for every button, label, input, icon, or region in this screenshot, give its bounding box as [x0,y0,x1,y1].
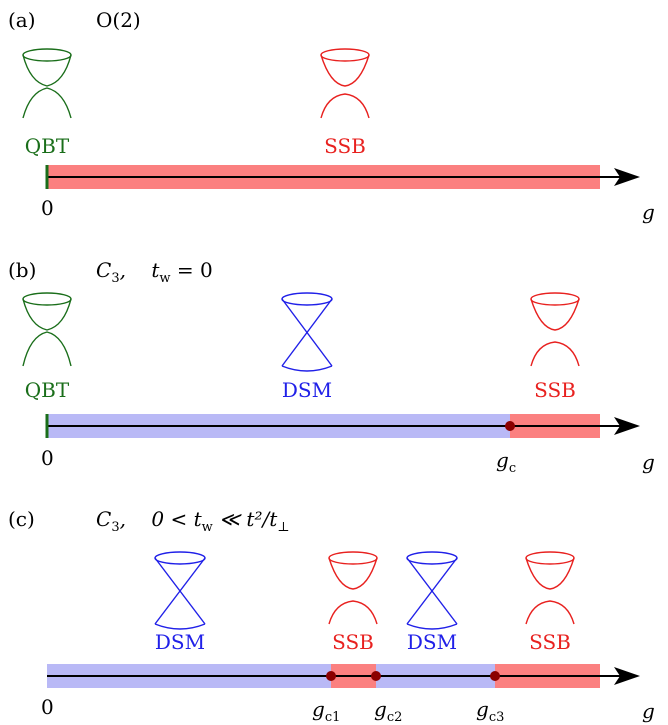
critical-point-label-gc2: gc2 [374,697,402,725]
critical-point-symbol: g [374,697,387,721]
axis-origin-label: 0 [41,446,54,470]
ssb-icon [525,551,575,625]
dsm-icon [281,292,333,372]
ssb-icon [328,551,378,625]
panel-title: C3, tw = 0 [96,258,213,286]
ssb-icon [320,48,370,119]
critical-point-subscript: c2 [386,710,403,725]
phase-diagram-a [22,48,640,189]
title-symbol: C [96,258,112,282]
ssb-icon [530,292,580,367]
title-param-subscript: w [159,271,171,286]
critical-point-label-gc1: gc1 [312,697,340,725]
critical-point-label-gc: gc [496,448,516,476]
title-tail: = 0 [170,258,213,282]
critical-point-label-gc3: gc3 [476,697,504,725]
title-param: , 0 < t [119,507,202,531]
panel-tag: (b) [8,258,37,282]
critical-point-symbol: g [312,697,325,721]
axis-arrowhead [614,168,640,186]
panel-title: O(2) [96,8,141,32]
title-param: , t [119,258,160,282]
axis-end-label: g [642,699,655,723]
phase-label-dsm: DSM [281,378,333,402]
title-tail: ≪ t²/t [212,507,278,531]
axis-origin-label: 0 [41,196,54,220]
phase-label-ssb: SSB [332,630,374,654]
critical-point-subscript: c [508,461,517,476]
title-symbol: C [96,507,112,531]
phase-diagram-b [22,292,640,438]
phase-label-ssb: SSB [324,134,366,158]
axis-arrowhead [614,417,640,435]
critical-point-symbol: g [496,448,509,472]
title-param-subscript: w [201,520,213,535]
panel-tag: (c) [8,507,35,531]
panel-tag: (a) [8,8,36,32]
phase-label-dsm: DSM [154,630,206,654]
title-subscript: 3 [111,520,120,535]
qbt-icon [22,292,72,367]
critical-point-gc [505,421,515,431]
title-subscript: 3 [111,271,120,286]
axis-end-label: g [642,200,655,224]
qbt-icon [22,48,72,119]
dsm-icon [406,551,458,630]
panel-a: (a) O(2) QBT SSB 0 g [0,0,668,230]
axis-origin-label: 0 [41,695,54,719]
axis-arrowhead [614,667,640,685]
critical-point-gc3 [490,671,500,681]
phase-label-ssb: SSB [529,630,571,654]
critical-point-symbol: g [476,697,489,721]
phase-label-qbt: QBT [24,378,70,402]
phase-label-qbt: QBT [24,134,70,158]
phase-label-ssb: SSB [534,378,576,402]
critical-point-subscript: c3 [488,710,505,725]
phase-label-dsm: DSM [406,630,458,654]
panel-title: C3, 0 < tw ≪ t²/t⊥ [96,507,289,535]
critical-point-gc1 [326,671,336,681]
axis-end-label: g [642,450,655,474]
title-perp-subscript: ⊥ [277,520,290,535]
critical-point-gc2 [371,671,381,681]
dsm-icon [154,551,206,630]
critical-point-subscript: c1 [324,710,341,725]
panel-b: (b) C3, tw = 0 QBT D [8,258,655,476]
